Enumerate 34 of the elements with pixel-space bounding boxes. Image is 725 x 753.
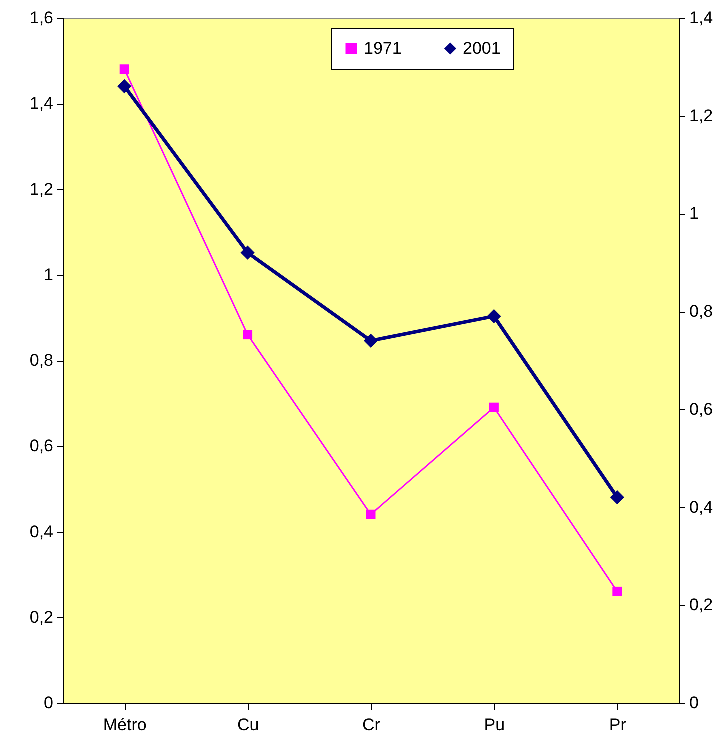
y2-tick-label: 1 [690, 204, 699, 224]
point [364, 334, 378, 348]
point [366, 510, 376, 520]
y2-tick-label: 1,4 [690, 8, 714, 28]
x-tick-label: Pr [609, 716, 627, 734]
y-tick-label: 0,2 [30, 608, 54, 627]
point [243, 330, 253, 340]
legend-label: 1971 [364, 38, 402, 58]
point [240, 246, 255, 260]
y-tick-label: 1,6 [30, 8, 54, 28]
y2-tick-label: 1,2 [690, 106, 714, 126]
point [489, 402, 499, 412]
y2-tick-label: 0,4 [690, 498, 714, 517]
x-tick-label: Cr [362, 716, 381, 734]
y-tick-label: 0,4 [30, 522, 54, 542]
y-tick-label: 1,2 [30, 180, 54, 199]
x-tick-label: Cu [237, 716, 260, 734]
y2-tick-label: 0 [690, 694, 699, 712]
y2-tick-label: 0,2 [690, 596, 714, 615]
x-tick-label: Métro [103, 716, 147, 734]
point [487, 309, 502, 324]
y2-tick-label: 0,6 [690, 400, 714, 419]
y-tick-label: 0 [44, 694, 54, 712]
point [118, 79, 132, 94]
y-tick-label: 1,4 [30, 94, 54, 114]
y2-tick-label: 0,8 [690, 302, 714, 322]
y-tick-label: 0,6 [30, 436, 54, 456]
point [120, 64, 130, 74]
point [612, 586, 622, 596]
x-tick-label: Pu [484, 716, 506, 734]
y-tick-label: 0,8 [30, 351, 54, 370]
y-tick-label: 1 [44, 265, 54, 284]
legend-label: 2001 [463, 38, 501, 58]
point [610, 490, 624, 505]
